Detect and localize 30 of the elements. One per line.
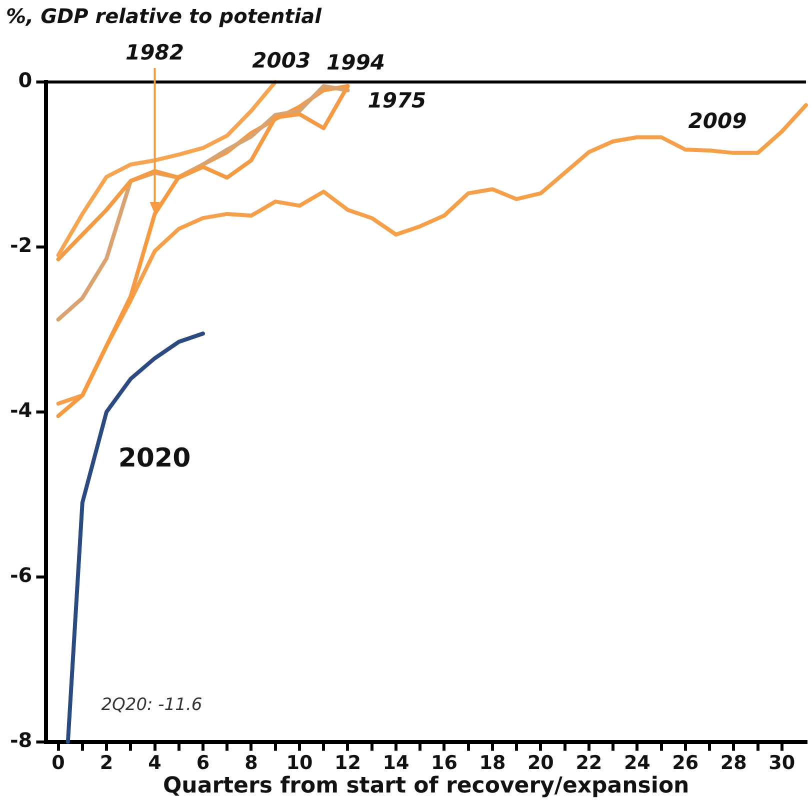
x-tick-label: 16 [430,752,458,774]
y-tick-label: -2 [10,233,32,258]
x-tick-label: 6 [196,752,210,774]
y-tick-label: 0 [18,68,32,92]
x-tick-label: 12 [334,752,361,774]
x-axis-title: Quarters from start of recovery/expansion [162,774,690,799]
annotation: 2Q20: -11.6 [101,695,202,716]
x-tick-label: 0 [52,752,65,774]
y-tick-label: -8 [10,728,32,752]
x-tick-label: 10 [286,752,313,774]
x-tick-label: 24 [624,752,650,774]
chart-title: %, GDP relative to potential [6,4,323,28]
series-label: 1975 [368,88,426,113]
series-label: 2020 [118,444,191,474]
series-label: 2009 [688,108,747,133]
y-tick-label: -4 [10,398,32,422]
x-tick-label: 26 [672,752,699,774]
series-label: 2003 [252,48,311,72]
series-label: 1994 [326,50,385,75]
x-tick-label: 22 [576,752,602,774]
x-tick-label: 4 [148,752,162,774]
x-tick-label: 18 [479,752,506,774]
x-tick-label: 30 [768,752,796,774]
x-tick-label: 14 [382,752,410,774]
x-tick-label: 8 [244,752,258,774]
y-tick-label: -6 [10,563,32,588]
text: 1982 [126,40,184,64]
x-tick-label: 20 [527,752,554,774]
x-tick-label: 28 [720,752,747,774]
x-tick-label: 2 [100,752,114,774]
